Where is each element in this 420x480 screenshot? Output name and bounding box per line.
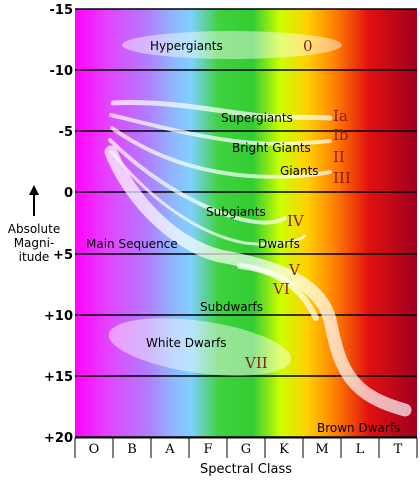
subgiants-band xyxy=(108,138,287,225)
subdwarfs-label: Subdwarfs xyxy=(200,300,263,314)
dwarfs-band xyxy=(110,150,307,246)
y-tick-label: -10 xyxy=(50,64,74,79)
spectral-class-label: B xyxy=(127,442,137,457)
y-tick-label: +10 xyxy=(44,309,73,324)
hypergiants-region xyxy=(122,31,342,59)
luminosity-bands xyxy=(104,100,412,417)
white-dwarfs-label: White Dwarfs xyxy=(146,336,227,350)
spectral-class-label: F xyxy=(203,442,212,457)
class-0-label: 0 xyxy=(303,37,313,55)
y-axis-label-line-2: Magni- xyxy=(14,236,55,250)
class-iii-label: III xyxy=(333,169,351,187)
spectrum-background xyxy=(75,9,417,438)
y-tick-label: +15 xyxy=(44,370,73,385)
class-iv-label: IV xyxy=(287,212,305,230)
supergiants-label: Supergiants xyxy=(221,111,293,125)
y-axis-label-line-3: itude xyxy=(19,250,50,264)
class-vi-label: VI xyxy=(272,280,290,298)
brown-dwarfs-label: Brown Dwarfs xyxy=(317,421,400,435)
spectral-class-label: G xyxy=(241,442,251,457)
supergiants-band xyxy=(110,100,333,121)
y-axis-label-line-1: Absolute xyxy=(8,222,60,236)
y-tick-label: -15 xyxy=(50,3,74,18)
class-v-label: V xyxy=(288,261,301,279)
y-axis: -15 -10 -5 0 +5 +10 +15 +20 Absolute Mag… xyxy=(8,3,73,446)
subdwarfs-band xyxy=(237,263,319,321)
subgiants-label: Subgiants xyxy=(206,205,266,219)
giants-label: Giants xyxy=(280,164,319,178)
spectral-class-label: K xyxy=(279,442,289,457)
class-ia-label: Ia xyxy=(333,107,348,125)
spectral-class-label: T xyxy=(394,442,403,457)
main-sequence-label: Main Sequence xyxy=(86,237,178,251)
y-tick-label: -5 xyxy=(59,125,73,140)
up-arrow-icon xyxy=(29,185,39,216)
y-tick-label: +5 xyxy=(53,248,73,263)
dwarfs-label: Dwarfs xyxy=(258,237,300,251)
y-tick-label: +20 xyxy=(44,431,73,446)
giants-band xyxy=(110,126,332,179)
class-ib-label: Ib xyxy=(333,126,349,144)
hypergiants-label: Hypergiants xyxy=(150,39,223,53)
spectral-class-label: A xyxy=(164,442,175,457)
y-tick-label: 0 xyxy=(64,186,73,201)
spectral-class-label: O xyxy=(89,442,100,457)
main-sequence-band xyxy=(104,145,412,417)
white-dwarfs-region xyxy=(108,318,292,376)
bright-giants-label: Bright Giants xyxy=(232,141,311,155)
class-ii-label: II xyxy=(333,148,345,166)
spectral-class-label: M xyxy=(315,442,328,457)
x-axis-title: Spectral Class xyxy=(200,462,292,477)
x-axis: O B A F G K M L T Spectral Class xyxy=(74,437,418,477)
spectral-class-label: L xyxy=(356,442,365,457)
class-vii-label: VII xyxy=(244,354,268,372)
spectral-class-strip xyxy=(75,438,417,458)
bright-giants-band xyxy=(109,113,332,146)
